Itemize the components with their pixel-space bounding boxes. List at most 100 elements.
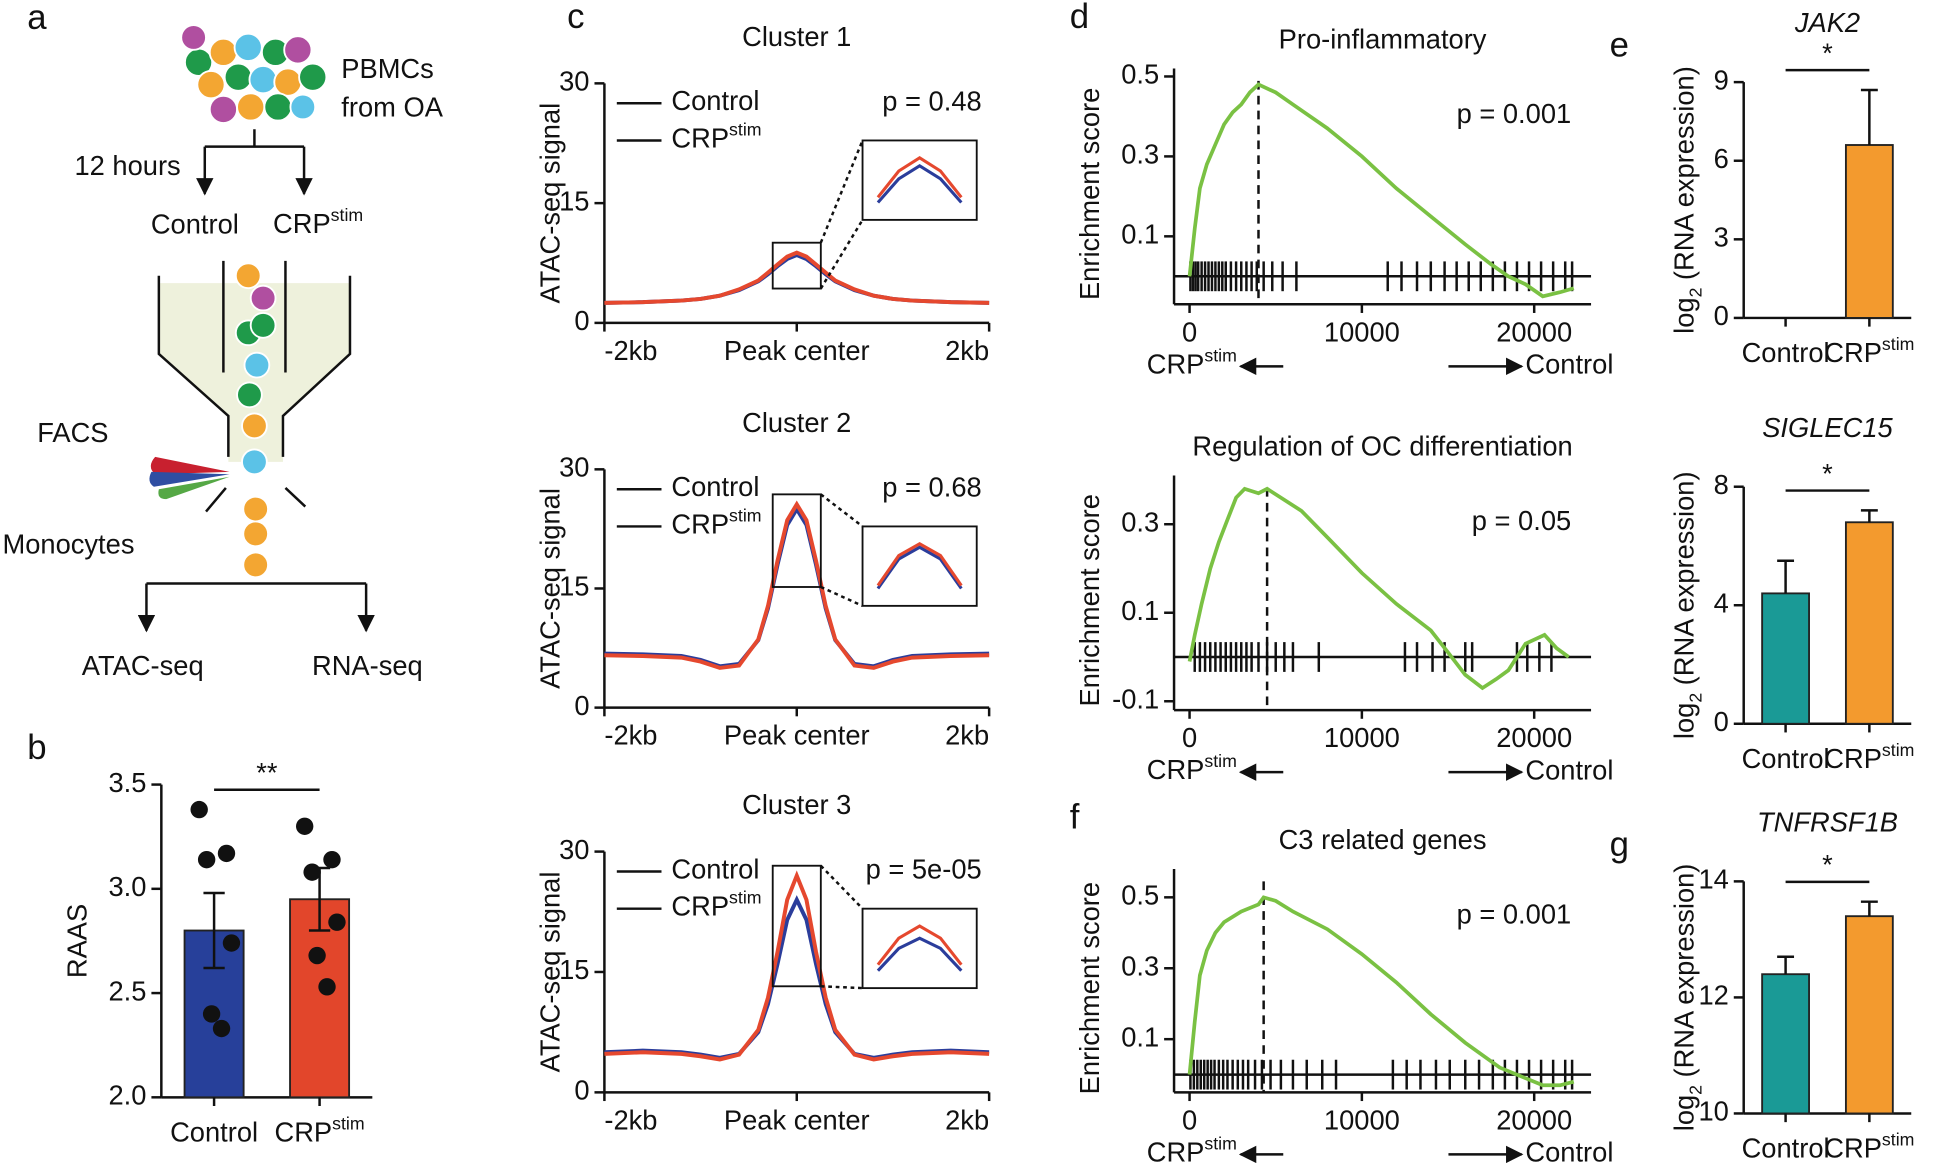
profile-line bbox=[604, 500, 990, 670]
x-tick-label: 20000 bbox=[1496, 722, 1572, 753]
y-tick-label: 3.0 bbox=[108, 871, 146, 902]
data-point bbox=[303, 863, 321, 881]
chart-title: Cluster 3 bbox=[742, 789, 851, 820]
x-direction-label: CRPstim bbox=[1147, 345, 1237, 380]
y-axis-label-part: ATAC-seq signal bbox=[534, 872, 565, 1073]
y-tick-label: 30 bbox=[559, 834, 589, 865]
data-point bbox=[308, 946, 326, 965]
y-tick-label: 3 bbox=[1714, 222, 1729, 253]
branch-line bbox=[204, 129, 305, 148]
y-tick-label: 2.0 bbox=[108, 1080, 146, 1111]
y-axis-label: log2 (RNA expression) bbox=[1669, 864, 1705, 1132]
y-tick-label: 0 bbox=[574, 690, 589, 721]
y-axis-label-part: 2 bbox=[1685, 1085, 1705, 1095]
branch-label-part: stim bbox=[331, 205, 364, 225]
legend-label-part: stim bbox=[729, 119, 762, 139]
y-tick-label: 0.1 bbox=[1121, 219, 1159, 250]
x-tick-label: 0 bbox=[1182, 316, 1197, 347]
legend-label-part: stim bbox=[729, 505, 762, 525]
y-tick-label: 6 bbox=[1714, 143, 1729, 174]
y-axis-label-part: Enrichment score bbox=[1074, 88, 1105, 300]
x-direction-label-part: stim bbox=[1204, 751, 1237, 771]
x-tick-label: 2kb bbox=[945, 335, 989, 366]
data-point bbox=[222, 934, 241, 952]
cell-cluster bbox=[180, 24, 328, 125]
data-point bbox=[212, 1019, 231, 1038]
diagram-a: a PBMCs from OA 12 hours Control CRPstim bbox=[2, 0, 443, 681]
annotation: p = 5e-05 bbox=[866, 854, 982, 885]
laser-green bbox=[158, 476, 230, 500]
branch-label: Control bbox=[151, 208, 239, 239]
data-point bbox=[197, 850, 216, 869]
y-tick-label: 8 bbox=[1714, 469, 1729, 500]
y-tick-label: 14 bbox=[1698, 864, 1728, 895]
bar bbox=[1761, 973, 1810, 1115]
y-axis-label-part: ATAC-seq signal bbox=[534, 103, 565, 304]
profile-line bbox=[604, 252, 990, 305]
x-tick-label: 20000 bbox=[1496, 316, 1572, 347]
y-axis-label: log2 (RNA expression) bbox=[1669, 471, 1705, 739]
x-tick-label: -2kb bbox=[604, 1104, 657, 1135]
y-tick-label: 15 bbox=[559, 954, 589, 985]
y-tick-label: 3.5 bbox=[108, 767, 146, 798]
legend-label: CRPstim bbox=[671, 119, 761, 154]
data-point bbox=[328, 913, 346, 931]
legend-label-part: Control bbox=[671, 854, 759, 885]
annotation: p = 0.68 bbox=[882, 471, 981, 502]
x-tick-label: CRPstim bbox=[1824, 1129, 1914, 1164]
inset-box bbox=[861, 525, 978, 607]
zoom-connector bbox=[819, 139, 864, 244]
sorter-label: FACS bbox=[37, 417, 108, 448]
x-direction-label-part: stim bbox=[1204, 345, 1237, 365]
x-tick-label: Peak center bbox=[724, 1104, 870, 1135]
panel-label: a bbox=[27, 0, 47, 37]
x-tick-label: 10000 bbox=[1324, 1104, 1400, 1135]
x-tick-label: -2kb bbox=[604, 335, 657, 366]
zoom-connector bbox=[819, 219, 864, 290]
inset-box bbox=[861, 139, 978, 221]
x-tick-label-part: CRP bbox=[1824, 1133, 1882, 1164]
panel-label: b bbox=[27, 729, 46, 767]
y-axis-label: Enrichment score bbox=[1074, 882, 1105, 1094]
y-tick-label: 10 bbox=[1698, 1096, 1728, 1127]
y-tick-label: 0.3 bbox=[1121, 139, 1159, 170]
y-axis-label: RAAS bbox=[62, 904, 93, 978]
data-point bbox=[217, 844, 236, 863]
y-tick-label: 0.1 bbox=[1121, 595, 1159, 626]
y-axis-label-part: 2 bbox=[1685, 288, 1705, 298]
funnel bbox=[157, 275, 352, 457]
x-tick-label-part: Control bbox=[1742, 337, 1830, 368]
inset-line bbox=[876, 542, 963, 587]
bar bbox=[1761, 592, 1810, 725]
data-point bbox=[202, 1005, 221, 1023]
legend-label: CRPstim bbox=[671, 505, 761, 540]
x-tick-label-part: CRP bbox=[1824, 743, 1882, 774]
y-axis-label-part: (RNA expression) bbox=[1669, 66, 1700, 280]
chart-title: JAK2 bbox=[1794, 7, 1860, 38]
x-tick-label-part: Control bbox=[170, 1117, 258, 1148]
bar bbox=[289, 898, 351, 1099]
legend-label: Control bbox=[671, 854, 759, 885]
legend-label-part: Control bbox=[671, 471, 759, 502]
y-axis-label-part: (RNA expression) bbox=[1669, 864, 1700, 1078]
deflector bbox=[284, 487, 307, 508]
data-point bbox=[323, 850, 341, 869]
y-tick-label: 0.3 bbox=[1121, 506, 1159, 537]
assay-label: RNA-seq bbox=[312, 650, 423, 681]
y-tick-label: 0.5 bbox=[1121, 880, 1159, 911]
panel-label: d bbox=[1070, 0, 1089, 36]
x-tick-label: 10000 bbox=[1324, 316, 1400, 347]
x-tick-label: Peak center bbox=[724, 335, 870, 366]
x-direction-label: CRPstim bbox=[1147, 751, 1237, 786]
chart-title: C3 related genes bbox=[1279, 824, 1487, 855]
enrichment-curve bbox=[1187, 895, 1575, 1088]
x-tick-label: CRPstim bbox=[1824, 334, 1914, 369]
panel-label: e bbox=[1610, 27, 1629, 65]
x-direction-label: Control bbox=[1525, 754, 1613, 785]
x-tick-label-part: Control bbox=[1742, 1133, 1830, 1164]
x-tick-label: 2kb bbox=[945, 720, 989, 751]
y-tick-label: 2.5 bbox=[108, 975, 146, 1006]
y-axis-label: log2 (RNA expression) bbox=[1669, 66, 1705, 334]
x-tick-label: Control bbox=[170, 1117, 258, 1148]
